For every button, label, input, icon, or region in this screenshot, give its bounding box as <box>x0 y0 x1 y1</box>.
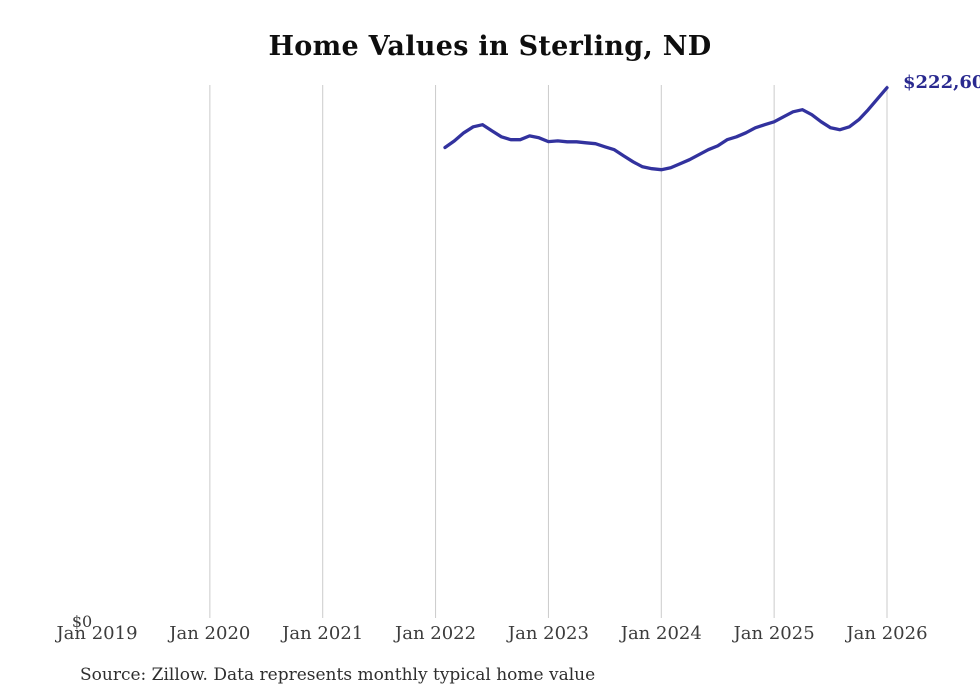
x-tick-label: Jan 2022 <box>395 623 477 644</box>
year-gridlines <box>209 85 888 618</box>
home-value-line <box>443 86 889 172</box>
y-axis-zero-label: $0 <box>71 612 93 631</box>
latest-value-label: $222,602 <box>903 72 980 93</box>
x-tick-label: Jan 2025 <box>733 623 815 644</box>
chart-title: Home Values in Sterling, ND <box>268 31 712 62</box>
x-tick-label: Jan 2019 <box>56 623 138 644</box>
x-tick-label: Jan 2021 <box>282 623 364 644</box>
x-tick-label: Jan 2020 <box>169 623 251 644</box>
x-tick-label: Jan 2024 <box>620 623 702 644</box>
x-tick-label: Jan 2023 <box>507 623 589 644</box>
x-tick-label: Jan 2026 <box>846 623 928 644</box>
source-note: Source: Zillow. Data represents monthly … <box>80 665 596 685</box>
